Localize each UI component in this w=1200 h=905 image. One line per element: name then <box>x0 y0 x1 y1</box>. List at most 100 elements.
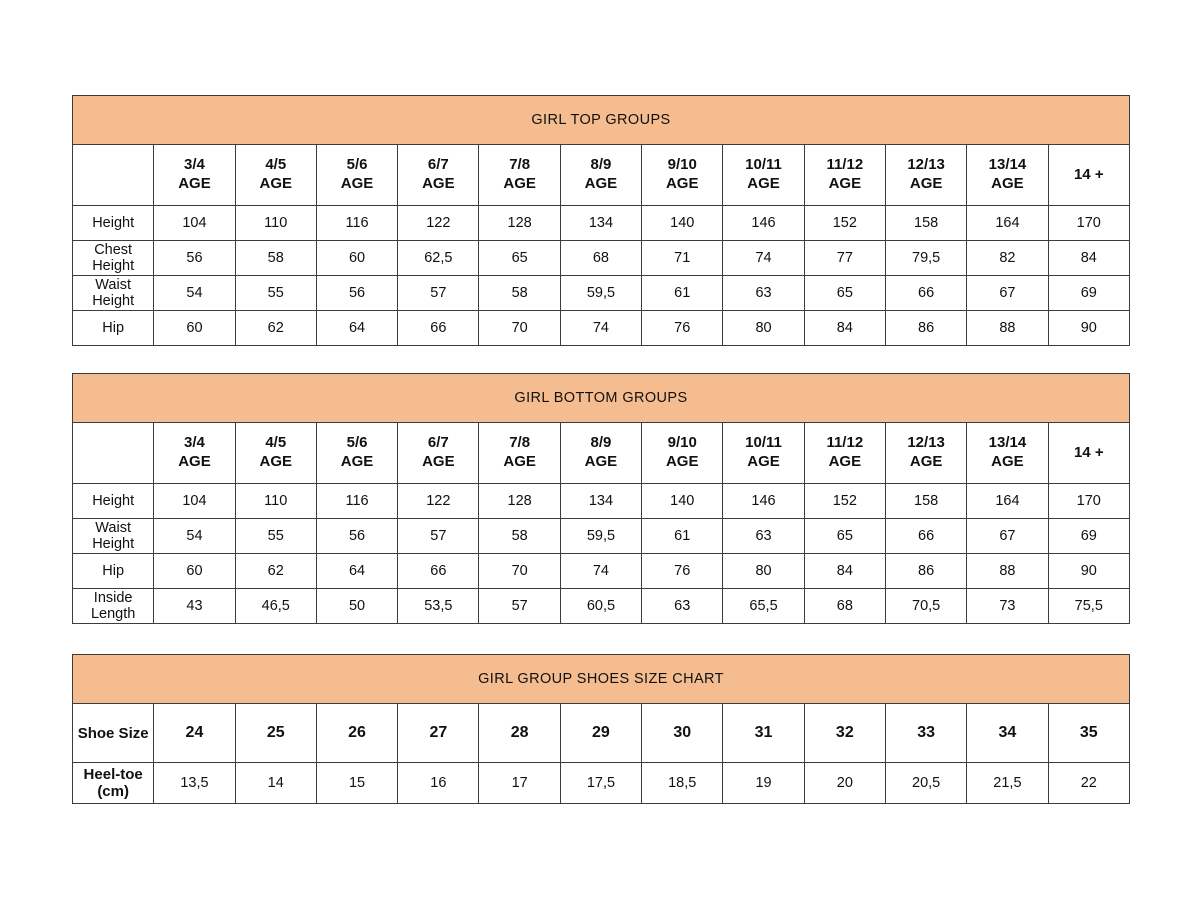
table-cell: 55 <box>234 275 317 311</box>
age-word: AGE <box>584 453 618 470</box>
age-column-header: 10/11 AGE <box>722 422 805 484</box>
table-cell: 110 <box>234 205 317 241</box>
age-column-header: 8/9 AGE <box>559 422 643 484</box>
table-cell: 116 <box>315 205 399 241</box>
age-range: 3/4 <box>184 434 205 452</box>
table-cell: 82 <box>966 240 1049 276</box>
table-cell: 15 <box>315 762 399 804</box>
table-cell: 60 <box>153 310 236 346</box>
table-cell: 43 <box>153 588 236 624</box>
age-word: AGE <box>991 175 1024 192</box>
age-column-header: 4/5 AGE <box>234 144 317 206</box>
table-cell: 62,5 <box>397 240 480 276</box>
table-cell: 146 <box>722 205 805 241</box>
age-range: 6/7 <box>427 156 449 174</box>
age-column-header: 13/14 AGE <box>966 422 1049 484</box>
table-cell: 66 <box>397 553 480 589</box>
age-range: 14 + <box>1073 165 1104 183</box>
table-cell: 71 <box>641 240 724 276</box>
age-range: 4/5 <box>265 434 287 452</box>
table-cell: 152 <box>803 205 886 241</box>
age-range: 13/14 <box>988 434 1027 452</box>
table-cell: 86 <box>884 310 968 346</box>
age-word: AGE <box>828 175 862 192</box>
table-cell: 170 <box>1047 205 1131 241</box>
age-word: AGE <box>503 453 536 470</box>
age-header-row: 3/4 AGE 4/5 AGE 5/6 AGE 6/7 AGE 7/8 AG <box>71 422 1131 484</box>
age-range: 5/6 <box>346 434 368 452</box>
table-cell: 128 <box>478 483 561 519</box>
table-cell: 84 <box>1047 240 1131 276</box>
table-cell: 58 <box>478 275 561 311</box>
table-cell: 56 <box>153 240 236 276</box>
table-cell: 58 <box>478 518 561 554</box>
table-cell: 27 <box>397 703 480 763</box>
table-cell: 74 <box>722 240 805 276</box>
table-cell: 65 <box>803 518 886 554</box>
table-spacer <box>72 624 1130 654</box>
table-cell: 65 <box>803 275 886 311</box>
table-cell: 74 <box>559 310 643 346</box>
table-cell: 22 <box>1047 762 1131 804</box>
table-cell: 64 <box>315 553 399 589</box>
table-cell: 164 <box>966 205 1049 241</box>
table-cell: 84 <box>803 310 886 346</box>
age-column-header: 9/10 AGE <box>641 144 724 206</box>
table-cell: 74 <box>559 553 643 589</box>
row-label: Hip <box>71 310 155 346</box>
table-cell: 104 <box>153 205 236 241</box>
table-cell: 65 <box>478 240 561 276</box>
table-title: GIRL GROUP SHOES SIZE CHART <box>72 654 1130 704</box>
table-cell: 20,5 <box>884 762 968 804</box>
table-cell: 90 <box>1047 553 1131 589</box>
age-column-header: 5/6 AGE <box>315 422 399 484</box>
age-word: AGE <box>178 175 211 192</box>
table-cell: 62 <box>234 553 317 589</box>
age-column-header: 7/8 AGE <box>478 422 561 484</box>
table-cell: 86 <box>884 553 968 589</box>
table-cell: 57 <box>397 275 480 311</box>
age-range: 7/8 <box>509 156 531 174</box>
table-cell: 16 <box>397 762 480 804</box>
table-cell: 46,5 <box>234 588 317 624</box>
age-range: 5/6 <box>346 156 368 174</box>
table-cell: 20 <box>803 762 886 804</box>
age-range: 11/12 <box>826 434 864 452</box>
table-cell: 70,5 <box>884 588 968 624</box>
age-word: AGE <box>665 175 699 192</box>
table-cell: 170 <box>1047 483 1131 519</box>
table-cell: 122 <box>397 483 480 519</box>
table-cell: 158 <box>884 483 968 519</box>
table-cell: 24 <box>153 703 236 763</box>
age-column-header: 14 + <box>1047 144 1131 206</box>
table-cell: 33 <box>884 703 968 763</box>
age-word: AGE <box>828 453 862 470</box>
table-cell: 13,5 <box>153 762 236 804</box>
table-cell: 64 <box>315 310 399 346</box>
table-cell: 17 <box>478 762 561 804</box>
table-cell: 34 <box>966 703 1049 763</box>
table-cell: 14 <box>234 762 317 804</box>
age-range: 13/14 <box>988 156 1027 174</box>
girl-bottom-groups-table: GIRL BOTTOM GROUPS 3/4 AGE 4/5 AGE 5/6 A… <box>71 373 1131 624</box>
table-cell: 158 <box>884 205 968 241</box>
table-cell: 70 <box>478 310 561 346</box>
table-cell: 26 <box>315 703 399 763</box>
table-cell: 73 <box>966 588 1049 624</box>
table-cell: 60 <box>315 240 399 276</box>
age-word: AGE <box>584 175 618 192</box>
table-cell: 28 <box>478 703 561 763</box>
table-title-row: GIRL BOTTOM GROUPS <box>72 373 1130 423</box>
age-word: AGE <box>259 453 292 470</box>
table-cell: 134 <box>559 483 643 519</box>
table-cell: 66 <box>884 275 968 311</box>
table-cell: 76 <box>641 310 724 346</box>
table-row: Hip 60 62 64 66 70 74 76 80 84 86 88 90 <box>71 553 1131 589</box>
table-cell: 152 <box>803 483 886 519</box>
label-column-header <box>71 144 155 206</box>
table-cell: 57 <box>397 518 480 554</box>
age-column-header: 11/12 AGE <box>803 422 886 484</box>
age-range: 6/7 <box>427 434 449 452</box>
table-cell: 69 <box>1047 275 1131 311</box>
